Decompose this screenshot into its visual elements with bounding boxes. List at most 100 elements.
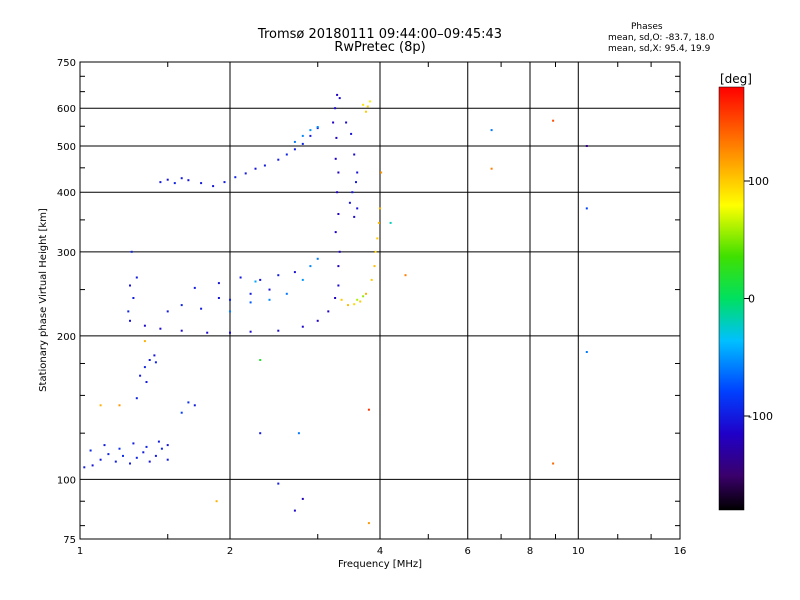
data-point (334, 157, 337, 160)
data-point (367, 408, 370, 411)
data-point (99, 458, 102, 461)
colorbar-tick-label: 100 (748, 175, 769, 188)
data-point (374, 250, 377, 253)
data-point (142, 451, 145, 454)
data-point (229, 310, 231, 313)
grid-lines (80, 62, 680, 539)
data-point (127, 310, 130, 313)
data-point (337, 213, 340, 215)
data-point (118, 404, 121, 407)
data-point (356, 207, 359, 210)
data-point (91, 464, 94, 467)
data-point (143, 324, 146, 327)
data-point (277, 482, 280, 485)
data-point (89, 449, 92, 452)
data-point (139, 374, 142, 377)
data-point (277, 329, 280, 332)
data-point (145, 381, 148, 383)
data-point (365, 110, 367, 113)
data-point (129, 319, 131, 322)
data-point (132, 297, 135, 299)
data-point (336, 93, 339, 96)
x-tick-label: 4 (377, 546, 383, 557)
y-axis-label: Stationary phase Virtual Height [km] (38, 208, 49, 392)
data-point (350, 132, 353, 135)
data-point (215, 500, 218, 503)
data-point (389, 221, 392, 224)
data-point (180, 411, 183, 414)
data-point (336, 191, 339, 194)
y-tick-label: 500 (57, 142, 76, 153)
data-points (83, 93, 588, 525)
data-point (348, 201, 351, 204)
data-point (254, 167, 257, 170)
data-point (200, 182, 203, 185)
data-point (217, 297, 220, 299)
data-point (277, 274, 280, 277)
data-point (285, 292, 288, 295)
data-point (359, 300, 362, 303)
data-point (338, 250, 341, 253)
data-point (268, 298, 271, 301)
data-point (585, 207, 588, 210)
data-point (293, 148, 296, 151)
data-point (153, 354, 156, 357)
data-point (212, 185, 215, 188)
chart-title: Tromsø 20180111 09:44:00–09:45:43 (257, 27, 503, 42)
data-point (268, 288, 271, 291)
data-point (585, 351, 588, 353)
data-point (166, 444, 169, 447)
data-point (229, 298, 231, 301)
data-point (129, 284, 131, 287)
data-point (316, 257, 319, 260)
data-point (223, 181, 226, 184)
data-point (145, 445, 148, 448)
data-point (107, 453, 110, 456)
data-point (249, 292, 252, 295)
y-tick-label: 100 (57, 475, 76, 486)
data-point (301, 278, 304, 281)
data-point (351, 191, 354, 194)
data-point (366, 105, 369, 108)
data-point (206, 331, 209, 334)
data-point (244, 172, 247, 175)
data-point (132, 442, 135, 445)
data-point (143, 340, 146, 343)
data-point (380, 171, 383, 174)
y-tick-label: 300 (57, 248, 76, 259)
data-point (362, 103, 365, 106)
data-point (148, 460, 151, 463)
data-point (200, 307, 203, 310)
data-point (129, 462, 131, 465)
data-point (180, 304, 183, 307)
data-point (148, 359, 151, 361)
x-axis-label: Frequency [MHz] (338, 559, 422, 570)
data-point (154, 454, 157, 457)
data-point (135, 397, 138, 400)
data-point (135, 456, 138, 459)
data-point (180, 329, 183, 332)
data-point (353, 215, 356, 218)
colorbar-tick-label: -100 (748, 410, 773, 423)
data-point (160, 447, 163, 450)
data-point (338, 97, 341, 100)
data-point (369, 100, 371, 103)
data-point (159, 181, 162, 184)
data-point (254, 280, 257, 283)
data-point (370, 278, 373, 281)
data-point (376, 237, 379, 240)
data-point (356, 171, 359, 174)
data-point (309, 265, 312, 268)
data-point (490, 129, 493, 132)
data-point (301, 142, 304, 145)
data-point (327, 310, 330, 313)
colorbar (718, 86, 745, 511)
data-point (309, 129, 312, 132)
data-point (355, 181, 357, 184)
colorbar-tick-label: 0 (748, 293, 755, 306)
x-tick-label: 1 (77, 546, 83, 557)
y-tick-label: 600 (57, 104, 76, 115)
phase-o-stats: mean, sd,O: -83.7, 18.0 (608, 33, 715, 43)
phase-x-stats: mean, sd,X: 95.4, 19.9 (608, 44, 711, 54)
